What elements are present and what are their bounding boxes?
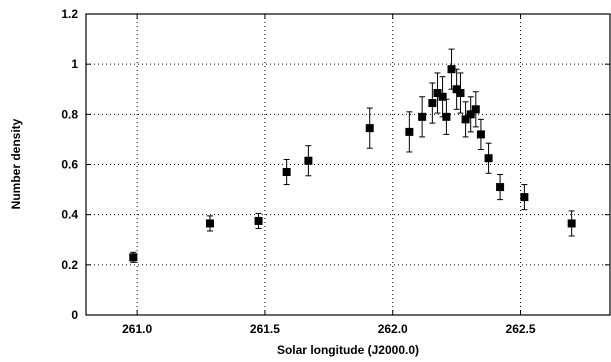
y-tick-label: 1 (71, 57, 78, 71)
data-point (471, 105, 480, 114)
data-point (520, 193, 529, 202)
data-point (304, 156, 313, 165)
y-tick-label: 0 (71, 308, 78, 322)
data-point (405, 127, 414, 136)
data-point (254, 216, 263, 225)
data-point (442, 112, 451, 121)
error-bars (130, 48, 575, 263)
data-point (282, 168, 291, 177)
x-axis-label: Solar longitude (J2000.0) (277, 343, 419, 357)
x-tick-label: 261.0 (122, 322, 152, 336)
y-tick-label: 1.2 (61, 7, 78, 21)
y-tick-label: 0.2 (61, 258, 78, 272)
data-points (129, 65, 576, 262)
x-tick-label: 261.5 (250, 322, 280, 336)
data-point (438, 92, 447, 101)
data-point (476, 130, 485, 139)
y-tick-label: 0.8 (61, 107, 78, 121)
data-point (484, 154, 493, 163)
data-point (205, 219, 214, 228)
data-point (365, 124, 374, 133)
data-point (428, 99, 437, 108)
y-tick-label: 0.6 (61, 158, 78, 172)
y-tick-label: 0.4 (61, 208, 78, 222)
x-tick-label: 262.0 (378, 322, 408, 336)
data-point (433, 89, 442, 98)
x-tick-label: 262.5 (506, 322, 536, 336)
data-point (461, 115, 470, 124)
data-point (418, 112, 427, 121)
data-point (456, 89, 465, 98)
data-point (447, 65, 456, 74)
plot-frame (85, 13, 611, 316)
data-point (567, 219, 576, 228)
data-point (496, 183, 505, 192)
data-point (466, 110, 475, 119)
y-axis-label: Number density (9, 118, 23, 209)
axis-ticks: 0 0.2 0.4 0.6 0.8 1 1.2 261.0 261.5 262.0 262.5 (61, 7, 610, 336)
data-point (129, 253, 138, 262)
grid-lines (86, 14, 610, 315)
